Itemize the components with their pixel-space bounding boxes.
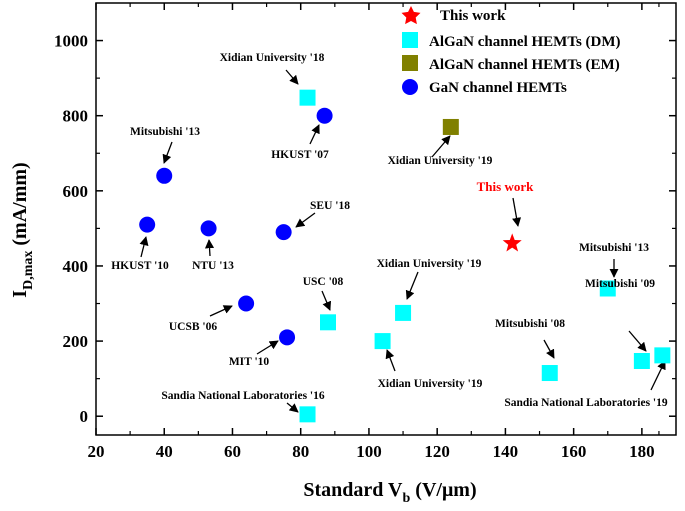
- point-annotation: Sandia National Laboratories '16: [161, 390, 325, 402]
- data-point-square: [599, 280, 616, 297]
- y-axis-title: ID,max (mA/mm): [9, 162, 36, 297]
- point-annotation: This work: [477, 179, 534, 194]
- legend-label: GaN channel HEMTs: [429, 80, 567, 96]
- data-point-square: [395, 304, 412, 321]
- annotation-arrows: [139, 69, 666, 413]
- annotation-arrow: [309, 124, 320, 145]
- annotation-arrow: [543, 339, 555, 359]
- data-point-square: [320, 314, 336, 331]
- point-annotation: Mitsubishi '13: [130, 126, 200, 138]
- annotation-arrow: [385, 349, 396, 372]
- data-point-square: [654, 347, 671, 364]
- point-annotation: NTU '13: [192, 260, 234, 272]
- data-point-square: [299, 89, 316, 106]
- point-annotation: Mitsubishi '13: [579, 242, 649, 254]
- point-annotation: Mitsubishi '08: [495, 318, 565, 330]
- point-annotation: MIT '10: [229, 356, 270, 368]
- data-points: [139, 89, 671, 423]
- data-point-circle: [200, 220, 217, 237]
- data-point-square: [633, 352, 650, 369]
- annotation-arrow: [405, 271, 419, 300]
- point-annotation: SEU '18: [310, 200, 350, 212]
- point-annotation: HKUST '07: [271, 149, 329, 161]
- annotation-arrow: [321, 290, 332, 311]
- annotation-arrow: [431, 135, 451, 158]
- x-tick-label: 160: [561, 442, 587, 461]
- data-point-star: [502, 233, 522, 252]
- point-annotation: Sandia National Laboratories '19: [504, 397, 668, 409]
- y-axis: 0 200 400 600 800 1000: [54, 32, 676, 426]
- x-axis: 20 40 60 80 100 120 140 160 180: [88, 3, 660, 461]
- point-annotation: HKUST '10: [111, 260, 169, 272]
- legend-marker-square: [402, 55, 418, 71]
- point-annotation: Xidian University '19: [378, 378, 483, 390]
- y-tick-label: 800: [63, 107, 89, 126]
- x-axis-title: Standard Vb (V/μm): [303, 479, 476, 506]
- y-tick-label: 400: [63, 257, 89, 276]
- data-point-circle: [275, 224, 292, 241]
- data-point-circle: [238, 295, 255, 312]
- point-annotation: UCSB '06: [169, 321, 217, 333]
- data-point-square: [374, 333, 391, 350]
- x-tick-label: 60: [224, 442, 241, 461]
- x-tick-label: 120: [424, 442, 450, 461]
- point-annotation: Xidian University '19: [388, 155, 493, 167]
- annotation-arrow: [209, 305, 233, 317]
- point-annotation: Mitsubishi '09: [585, 278, 655, 290]
- data-point-circle: [156, 167, 173, 184]
- y-tick-label: 1000: [54, 32, 88, 51]
- x-tick-label: 100: [356, 442, 382, 461]
- annotation-arrow: [139, 236, 149, 258]
- data-point-square: [541, 365, 558, 382]
- legend: This work AlGaN channel HEMTs (DM) AlGaN…: [401, 6, 621, 96]
- point-annotation: USC '08: [303, 276, 344, 288]
- x-tick-label: 40: [156, 442, 173, 461]
- annotation-arrow: [628, 330, 647, 352]
- x-tick-label: 80: [292, 442, 309, 461]
- annotation-arrow: [286, 402, 299, 413]
- data-point-circle: [316, 107, 333, 124]
- x-tick-label: 20: [88, 442, 105, 461]
- x-tick-label: 180: [629, 442, 655, 461]
- point-annotation: Xidian University '19: [377, 258, 482, 270]
- point-annotations: This work Xidian University '18 USC '08 Xid…: [111, 52, 668, 409]
- annotation-arrow: [512, 197, 522, 227]
- x-tick-label: 140: [493, 442, 519, 461]
- legend-label: AlGaN channel HEMTs (EM): [429, 57, 620, 73]
- annotation-arrow: [285, 69, 299, 85]
- annotation-arrow: [295, 212, 316, 228]
- data-point-square: [442, 118, 459, 135]
- data-point-circle: [139, 216, 156, 233]
- y-tick-label: 0: [80, 407, 89, 426]
- annotation-arrow: [650, 360, 666, 391]
- data-point-circle: [279, 329, 296, 346]
- annotation-arrow: [204, 239, 215, 257]
- legend-label: AlGaN channel HEMTs (DM): [429, 34, 621, 50]
- annotation-arrow: [162, 141, 173, 164]
- legend-label: This work: [440, 8, 506, 24]
- annotation-arrow: [256, 340, 279, 355]
- y-tick-label: 200: [63, 332, 89, 351]
- legend-marker-square: [402, 32, 418, 48]
- plot-frame: [95, 2, 677, 436]
- data-point-square: [299, 406, 316, 423]
- point-annotation: Xidian University '18: [220, 52, 325, 64]
- y-tick-label: 600: [63, 182, 89, 201]
- legend-marker-star: [401, 6, 421, 25]
- legend-marker-circle: [402, 79, 418, 95]
